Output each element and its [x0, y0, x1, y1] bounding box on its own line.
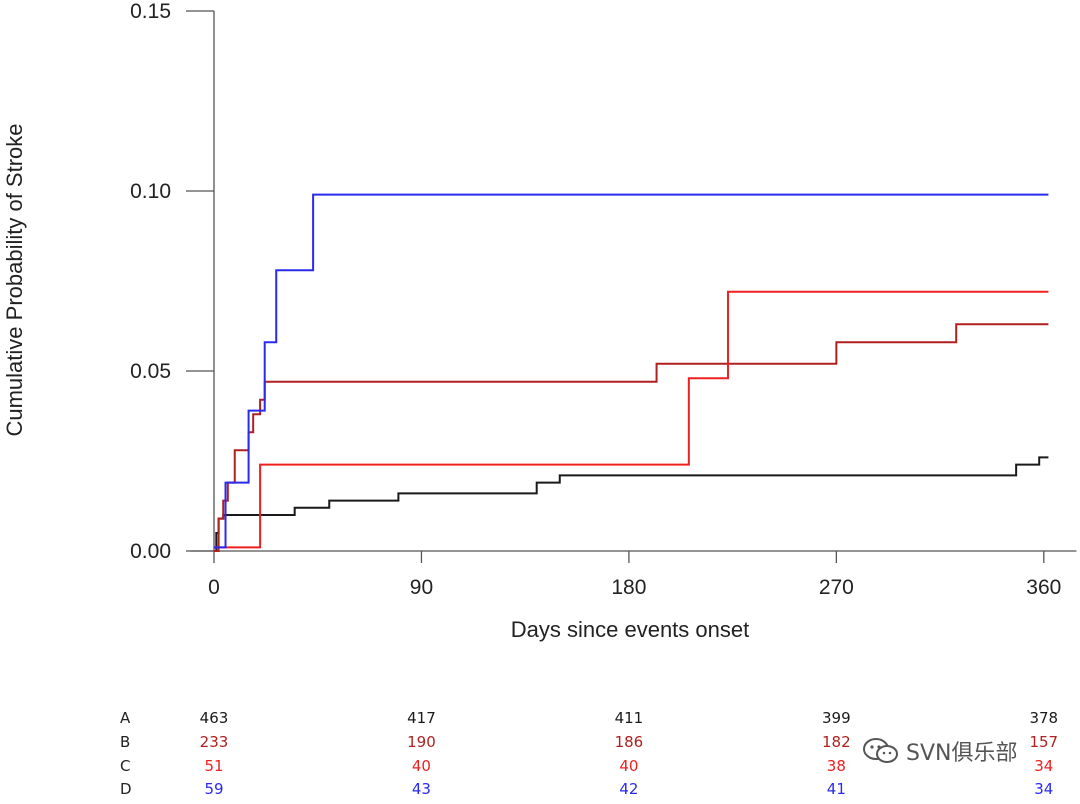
risk-count: 190	[407, 733, 436, 751]
risk-count: 40	[412, 757, 431, 775]
watermark: SVN俱乐部	[862, 734, 1018, 768]
risk-count: 463	[200, 709, 229, 727]
risk-row-label: D	[120, 780, 132, 798]
risk-count: 43	[412, 780, 431, 798]
y-tick-label: 0.15	[130, 0, 171, 23]
wechat-icon	[863, 738, 898, 763]
x-tick-label: 360	[1026, 576, 1061, 599]
risk-count: 378	[1029, 709, 1058, 727]
watermark-text: SVN俱乐部	[906, 741, 1018, 766]
risk-count: 40	[619, 757, 638, 775]
x-axis-title: Days since events onset	[511, 617, 749, 642]
risk-row-label: A	[120, 709, 131, 727]
risk-count: 411	[615, 709, 644, 727]
km-curve-a	[214, 456, 1049, 552]
risk-count: 182	[822, 733, 851, 751]
risk-count: 417	[407, 709, 436, 727]
risk-count: 59	[204, 780, 223, 798]
x-tick-label: 0	[208, 576, 220, 599]
risk-count: 41	[827, 780, 846, 798]
km-curve-c	[214, 290, 1049, 549]
km-curve-b	[214, 323, 1049, 552]
risk-count: 38	[827, 757, 846, 775]
risk-count: 42	[619, 780, 638, 798]
km-curve-d	[214, 193, 1049, 549]
risk-count: 51	[204, 757, 223, 775]
y-tick-label: 0.05	[130, 360, 171, 383]
risk-count: 34	[1034, 780, 1053, 798]
x-tick-label: 90	[410, 576, 433, 599]
risk-count: 186	[615, 733, 644, 751]
risk-count: 157	[1029, 733, 1058, 751]
risk-count: 233	[200, 733, 229, 751]
risk-row-label: B	[120, 733, 130, 751]
risk-count: 34	[1034, 757, 1053, 775]
x-tick-label: 180	[611, 576, 646, 599]
y-axis-title: Cumulative Probability of Stroke	[2, 123, 27, 436]
y-tick-label: 0.10	[130, 180, 171, 203]
y-tick-label: 0.00	[130, 540, 171, 563]
risk-count: 399	[822, 709, 851, 727]
x-tick-label: 270	[819, 576, 854, 599]
risk-row-label: C	[120, 757, 130, 775]
